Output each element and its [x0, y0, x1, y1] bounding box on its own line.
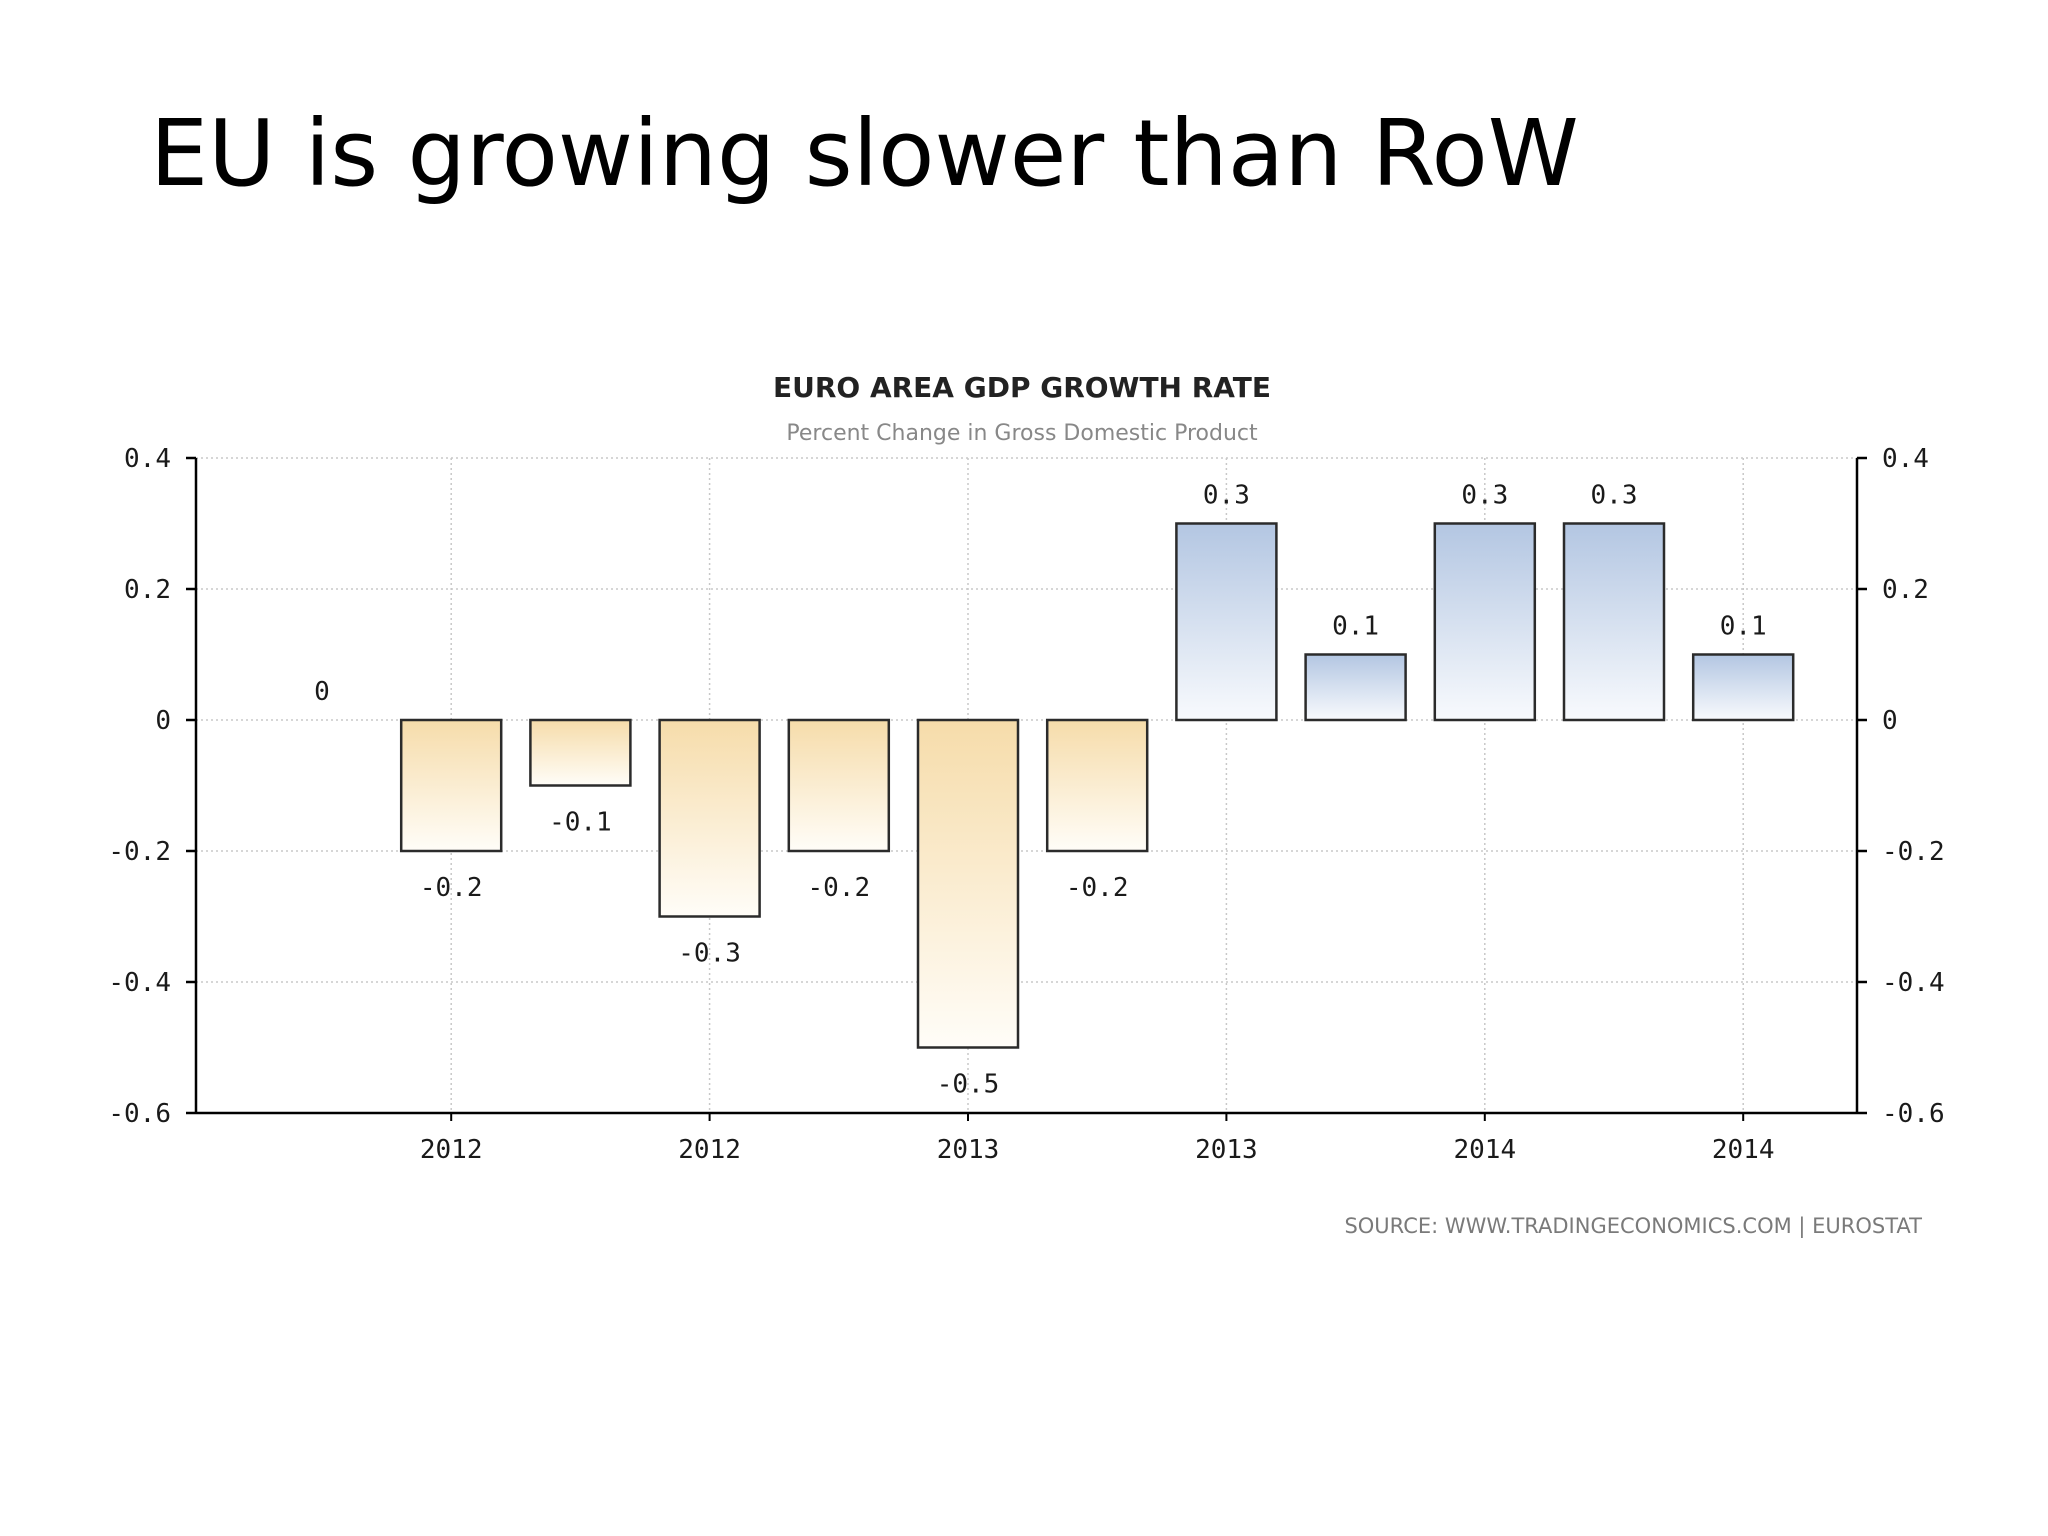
x-tick-label-4: 2014	[1453, 1135, 1516, 1165]
y-tick-label-right-4: -0.4	[1882, 968, 1945, 998]
data-label-8: 0.1	[1332, 612, 1379, 642]
data-label-9: 0.3	[1461, 481, 1508, 511]
y-tick-label-right-3: -0.2	[1882, 837, 1945, 867]
data-label-7: 0.3	[1203, 481, 1250, 511]
chart-source: SOURCE: WWW.TRADINGECONOMICS.COM | EUROS…	[1344, 1214, 1922, 1239]
y-tick-label-right-1: 0.2	[1882, 575, 1929, 605]
bar-2	[529, 718, 632, 787]
y-tick-label-left-3: -0.2	[108, 837, 171, 867]
bar-10	[1562, 522, 1666, 722]
bar-8	[1304, 653, 1407, 722]
data-label-11: 0.1	[1720, 612, 1767, 642]
bar-11	[1691, 653, 1795, 722]
data-label-1: -0.2	[420, 873, 483, 903]
bar-5	[916, 718, 1020, 1049]
x-tick-label-2: 2013	[937, 1135, 1000, 1165]
x-tick-label-5: 2014	[1712, 1135, 1775, 1165]
y-tick-label-left-4: -0.4	[108, 968, 171, 998]
chart-subtitle: Percent Change in Gross Domestic Product	[786, 421, 1258, 446]
labels: 0 -0.2 -0.1 -0.3 -0.2 -0.5 -0.2 0.3 0.1 0.3 0.3 0.1…	[108, 444, 1944, 1165]
bar-1	[399, 718, 503, 853]
y-tick-label-left-0: 0.4	[124, 444, 171, 474]
x-tick-label-3: 2013	[1195, 1135, 1258, 1165]
data-label-0: 0	[314, 677, 330, 707]
y-tick-label-left-2: 0	[155, 706, 171, 736]
bars	[399, 522, 1795, 1049]
x-tick-label-0: 2012	[420, 1135, 483, 1165]
y-tick-label-right-2: 0	[1882, 706, 1898, 736]
bar-9	[1433, 522, 1537, 722]
bar-7	[1175, 522, 1278, 722]
bar-3	[658, 718, 761, 918]
data-label-2: -0.1	[549, 808, 612, 838]
bar-4	[787, 718, 891, 853]
y-tick-label-right-5: -0.6	[1882, 1099, 1945, 1129]
data-label-10: 0.3	[1591, 481, 1638, 511]
data-label-6: -0.2	[1066, 873, 1129, 903]
x-tick-label-1: 2012	[678, 1135, 741, 1165]
data-label-4: -0.2	[807, 873, 870, 903]
axes	[186, 456, 1867, 1121]
data-label-5: -0.5	[937, 1070, 1000, 1100]
y-tick-label-right-0: 0.4	[1882, 444, 1929, 474]
bar-6	[1045, 718, 1149, 853]
data-label-3: -0.3	[678, 939, 741, 969]
slide-title: EU is growing slower than RoW	[150, 100, 1579, 207]
y-tick-label-left-1: 0.2	[124, 575, 171, 605]
y-tick-label-left-5: -0.6	[108, 1099, 171, 1129]
chart-title: EURO AREA GDP GROWTH RATE	[773, 371, 1271, 404]
